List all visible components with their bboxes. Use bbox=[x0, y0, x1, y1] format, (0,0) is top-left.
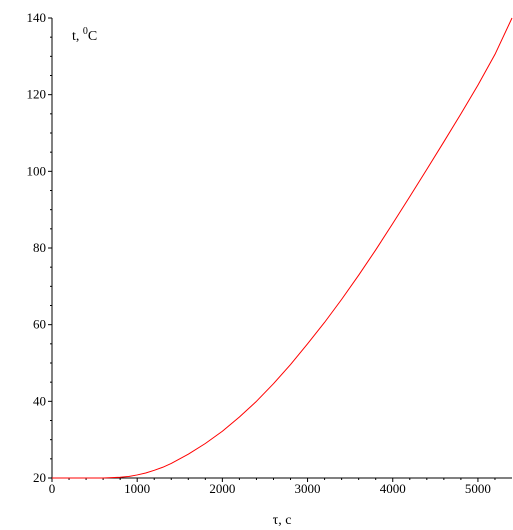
y-tick-label-80: 80 bbox=[33, 240, 46, 255]
x-tick-label-1000: 1000 bbox=[124, 481, 150, 496]
x-tick-label-3000: 3000 bbox=[295, 481, 321, 496]
y-tick-label-40: 40 bbox=[33, 393, 46, 408]
x-tick-label-0: 0 bbox=[49, 481, 56, 496]
plot-area bbox=[52, 17, 513, 479]
series-line-0 bbox=[52, 17, 513, 479]
x-tick-label-4000: 4000 bbox=[380, 481, 406, 496]
y-tick-label-120: 120 bbox=[27, 87, 47, 102]
y-axis-title: t, 0C bbox=[72, 26, 97, 44]
x-axis-title: τ, с bbox=[273, 513, 292, 528]
y-tick-label-100: 100 bbox=[27, 163, 47, 178]
x-tick-label-5000: 5000 bbox=[465, 481, 491, 496]
axes bbox=[51, 18, 512, 479]
y-tick-label-20: 20 bbox=[33, 470, 46, 485]
y-tick-label-140: 140 bbox=[27, 10, 47, 25]
x-tick-label-2000: 2000 bbox=[209, 481, 235, 496]
y-tick-label-60: 60 bbox=[33, 317, 46, 332]
ticks: 20 40 60 80 100 120 140 0 1000 2000 3000 4000 5000 bbox=[27, 10, 496, 496]
